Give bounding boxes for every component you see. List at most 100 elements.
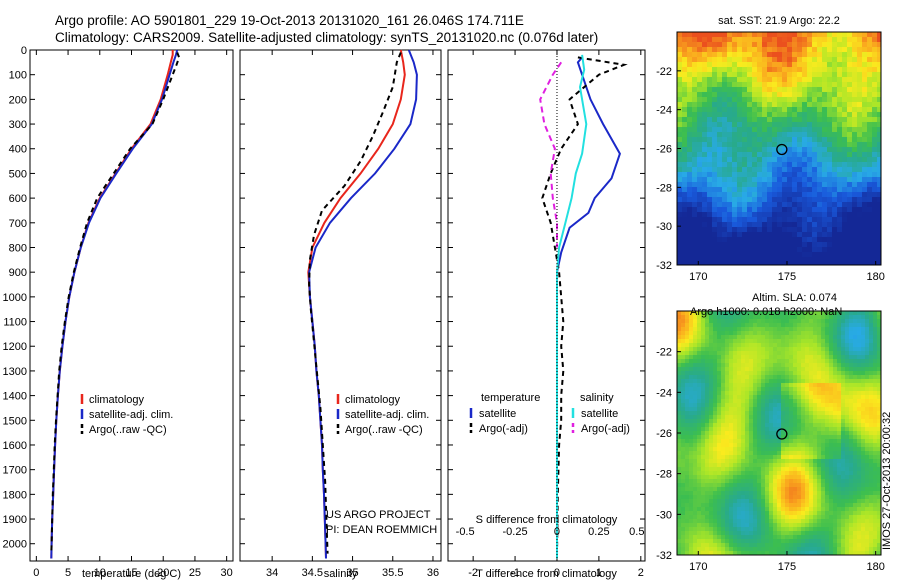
sst_map-cell [802,222,808,228]
sst_map-cell [687,117,693,123]
sst_map-cell [817,202,823,208]
sla_map-cell [677,415,682,420]
sst_map-cell [842,137,848,143]
sst_map-cell [837,127,843,133]
sst_map-cell [767,217,773,223]
sst_map-cell [772,212,778,218]
sla_map-cell [777,511,782,516]
sst_map-cell [837,52,843,58]
sla_map-cell [677,451,682,456]
sla_map-cell [697,431,702,436]
sla_map-cell [861,523,866,528]
sla_map-cell [717,475,722,480]
sla_map-cell [725,499,730,504]
sst_map-cell [872,52,878,58]
sst_map-cell [692,57,698,63]
sla_map-cell [829,519,834,524]
sst_map-cell [832,77,838,83]
sla_map-cell [777,455,782,460]
sla_map-cell [733,499,738,504]
sla_map-cell [677,387,682,392]
sst_map-cell [802,72,808,78]
sla_map-cell [717,455,722,460]
sst_map-cell [847,147,853,153]
sla_map-cell [721,407,726,412]
sla_map-cell [721,335,726,340]
sla_map-cell [793,411,798,416]
sla_map-cell [693,375,698,380]
sst_map-cell [812,247,818,253]
sla_map-cell [849,471,854,476]
sst_map-cell [712,157,718,163]
sla_map-cell [833,375,838,380]
sla_map-cell [825,423,830,428]
sst_map-cell [837,217,843,223]
sla_map-cell [713,451,718,456]
sla_map-cell [861,431,866,436]
sla_map-cell [797,511,802,516]
sst_map-cell [807,137,813,143]
sst_map-cell [767,142,773,148]
sst_map-cell [817,197,823,203]
sla_map-cell [801,467,806,472]
sla_map-cell [833,483,838,488]
sla_map-cell [857,487,862,492]
sst_map-cell [727,42,733,48]
sla_map-cell [857,367,862,372]
sst_map-cell [772,77,778,83]
sst_map-cell [747,132,753,138]
sla_map-cell [709,475,714,480]
sst_map-cell [867,107,873,113]
sla_map-cell [725,343,730,348]
sla_map-cell [837,411,842,416]
sla_map-cell [717,335,722,340]
sst_map-cell [762,257,768,263]
sla_map-cell [681,387,686,392]
sst_map-cell [732,37,738,43]
sst_map-cell [837,92,843,98]
sst_map-cell [757,247,763,253]
sla_map-cell [797,379,802,384]
sla_map-cell [841,431,846,436]
sla_map-cell [865,507,870,512]
sst_map-cell [732,147,738,153]
sla_map-cell [833,467,838,472]
sst_map-cell [752,252,758,258]
sla_map-cell [761,375,766,380]
sst_map-cell [712,57,718,63]
sla_map-cell [805,375,810,380]
sst_map-cell [762,147,768,153]
sst_map-cell [847,97,853,103]
sla_map-cell [697,479,702,484]
sst_map-cell [877,192,882,198]
sla_map-cell [749,315,754,320]
sst_map-cell [727,262,733,266]
sla_map-cell [681,503,686,508]
sst_map-cell [757,97,763,103]
sla_map-cell [713,435,718,440]
sla_map-cell [765,343,770,348]
sla_map-cell [865,351,870,356]
sst_map-cell [742,32,748,38]
sst_map-cell [782,167,788,173]
sst_map-cell [832,232,838,238]
sst_map-cell [787,102,793,108]
sst_map-cell [772,82,778,88]
sst_map-cell [752,82,758,88]
sla_map-cell [845,335,850,340]
sla_map-cell [721,403,726,408]
sst_map-cell [707,217,713,223]
sla_map-cell [877,435,882,440]
sst_map-cell [812,162,818,168]
sst_map-cell [857,112,863,118]
sst_map-cell [692,177,698,183]
sla_map-cell [709,507,714,512]
sst_map-cell [737,257,743,263]
sst_map-cell [832,247,838,253]
sla_map-cell [829,487,834,492]
sla_map-cell [777,431,782,436]
sla_map-cell [689,351,694,356]
sla_map-cell [829,471,834,476]
sla_map-cell [749,503,754,508]
sla_map-cell [829,355,834,360]
